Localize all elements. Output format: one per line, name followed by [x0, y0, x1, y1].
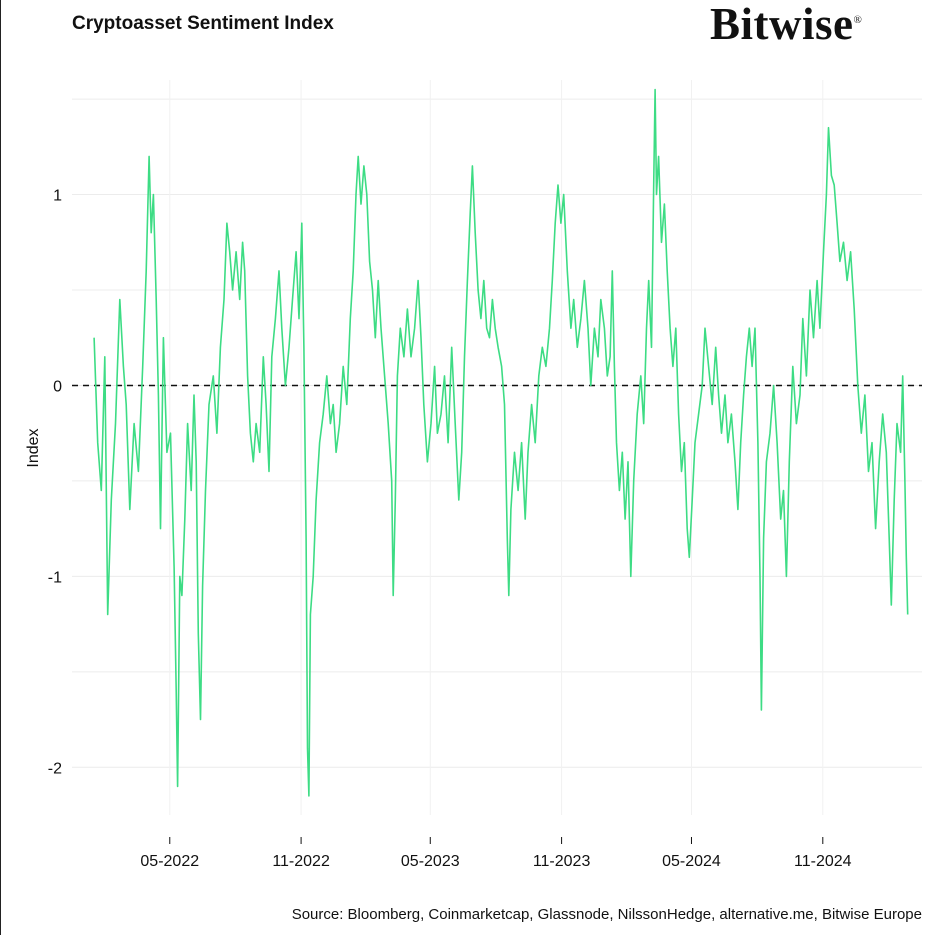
logo-text: Bitwise	[710, 0, 854, 49]
y-axis-ticks: -2 -1 0 1	[48, 188, 62, 778]
y-tick-label: -2	[48, 760, 62, 777]
y-tick-label: -1	[48, 569, 62, 586]
x-tick-label: 11-2024	[794, 853, 852, 870]
series-line	[93, 88, 909, 797]
x-axis-ticks: 05-2022 11-2022 05-2023 11-2023 05-2024 11-20…	[140, 837, 852, 870]
x-tick-label: 05-2024	[662, 853, 721, 870]
left-border	[0, 0, 1, 935]
x-tick-label: 11-2023	[533, 853, 591, 870]
registered-mark-icon: ®	[853, 14, 863, 26]
x-tick-label: 11-2022	[272, 853, 330, 870]
source-note: Source: Bloomberg, Coinmarketcap, Glassn…	[291, 906, 922, 923]
chart-title: Cryptoasset Sentiment Index	[72, 13, 334, 34]
y-tick-label: 1	[53, 188, 62, 205]
chart: -2-101 05-2022 11-2022 05-2023 11-2023 05-20…	[25, 80, 922, 870]
x-tick-label: 05-2022	[140, 853, 199, 870]
y-axis-label: Index	[25, 428, 42, 467]
bitwise-logo: Bitwise®	[710, 0, 862, 50]
x-tick-label: 05-2023	[401, 853, 460, 870]
y-tick-label: 0	[53, 378, 62, 395]
